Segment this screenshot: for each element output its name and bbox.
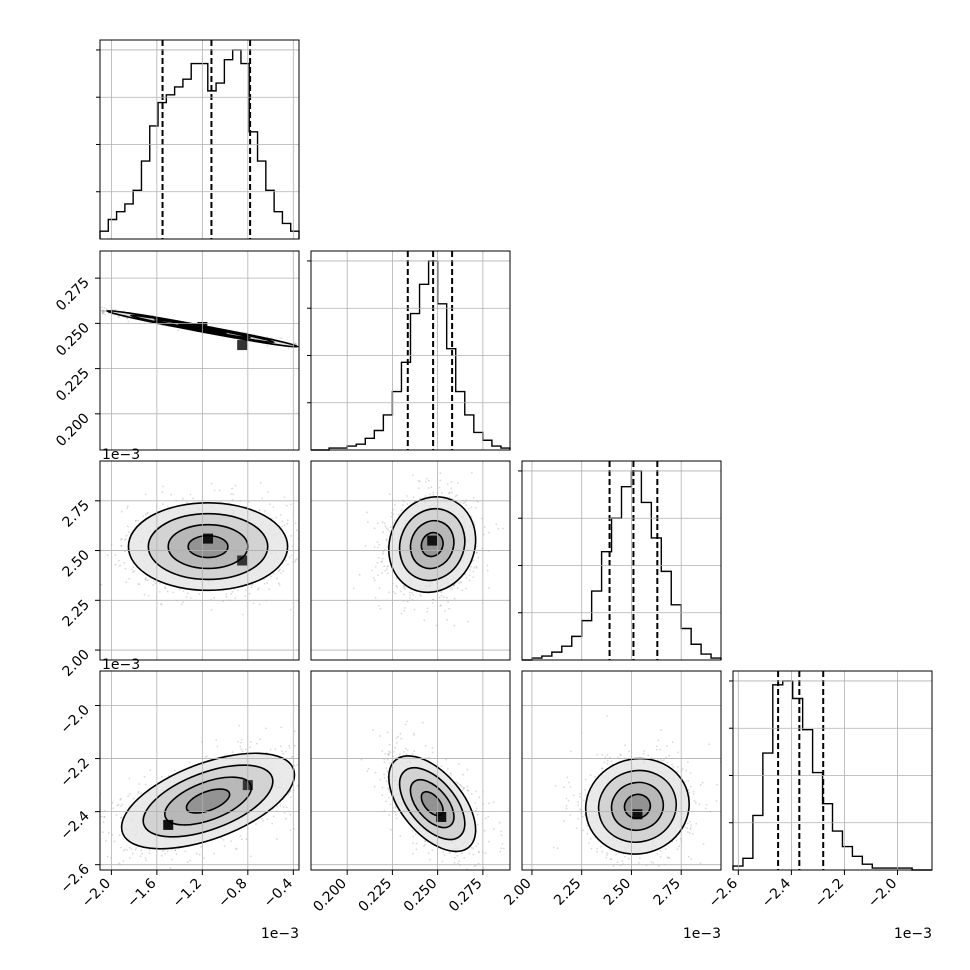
y-offset-label: 1e−3 bbox=[102, 657, 140, 673]
grid-3-2 bbox=[522, 671, 721, 870]
contour-line bbox=[106, 309, 299, 348]
pair-panel-3-2 bbox=[552, 715, 721, 868]
contour-line bbox=[185, 788, 231, 814]
contour-line bbox=[387, 755, 477, 853]
density-peak bbox=[436, 811, 447, 822]
histogram-3 bbox=[729, 671, 932, 871]
density-peak bbox=[237, 555, 248, 566]
contour-line bbox=[398, 767, 466, 841]
grid-2-2 bbox=[522, 461, 721, 660]
histogram-0 bbox=[96, 40, 300, 239]
x-offset-label: 1e−3 bbox=[261, 926, 299, 942]
pair-panel-3-1 bbox=[360, 720, 505, 870]
grid-1-1 bbox=[311, 251, 510, 450]
contour-line bbox=[610, 781, 665, 832]
grid-2-1 bbox=[311, 461, 510, 660]
contour-line bbox=[398, 507, 466, 582]
contour-line bbox=[387, 496, 477, 594]
contour-line bbox=[623, 793, 652, 820]
density-peak bbox=[163, 819, 174, 830]
contour-line bbox=[164, 776, 253, 826]
grid-1-0 bbox=[100, 251, 299, 450]
contour-line bbox=[420, 531, 444, 558]
contour-line bbox=[142, 764, 274, 838]
pair-panel-3-0 bbox=[100, 724, 299, 870]
grid-0-0 bbox=[100, 40, 299, 239]
histogram-step bbox=[99, 49, 300, 239]
axes-frame bbox=[99, 39, 300, 240]
axes-frame bbox=[99, 670, 300, 871]
contour-line bbox=[584, 757, 690, 855]
histogram-2 bbox=[518, 461, 722, 661]
axes-frame bbox=[732, 670, 933, 871]
x-offset-label: 1e−3 bbox=[894, 926, 932, 942]
axes-frame bbox=[99, 460, 300, 661]
contour-line bbox=[147, 512, 269, 581]
contour-line bbox=[409, 519, 455, 570]
y-offset-label: 1e−3 bbox=[102, 447, 140, 463]
grid-2-0 bbox=[100, 461, 299, 660]
axes-frame bbox=[310, 460, 511, 661]
axes-frame bbox=[310, 250, 511, 451]
grid-3-1 bbox=[311, 671, 510, 870]
axes-frame bbox=[310, 670, 511, 871]
grid-3-0 bbox=[100, 671, 299, 870]
x-offset-label: 1e−3 bbox=[683, 926, 721, 942]
density-peak bbox=[203, 533, 214, 544]
contour-line bbox=[127, 501, 289, 592]
contour-line bbox=[409, 778, 455, 829]
pair-panel-2-1 bbox=[352, 472, 504, 627]
axes-frame bbox=[521, 460, 722, 661]
density-peak bbox=[427, 535, 438, 546]
histogram-step bbox=[522, 470, 722, 661]
axes-frame bbox=[99, 250, 300, 451]
contour-line bbox=[597, 769, 678, 843]
density-peak bbox=[632, 809, 643, 820]
plot-layer bbox=[95, 39, 933, 875]
contour-line bbox=[187, 534, 229, 559]
density-peak bbox=[237, 340, 248, 351]
grid-3-3 bbox=[733, 671, 932, 870]
axes-frame bbox=[521, 670, 722, 871]
